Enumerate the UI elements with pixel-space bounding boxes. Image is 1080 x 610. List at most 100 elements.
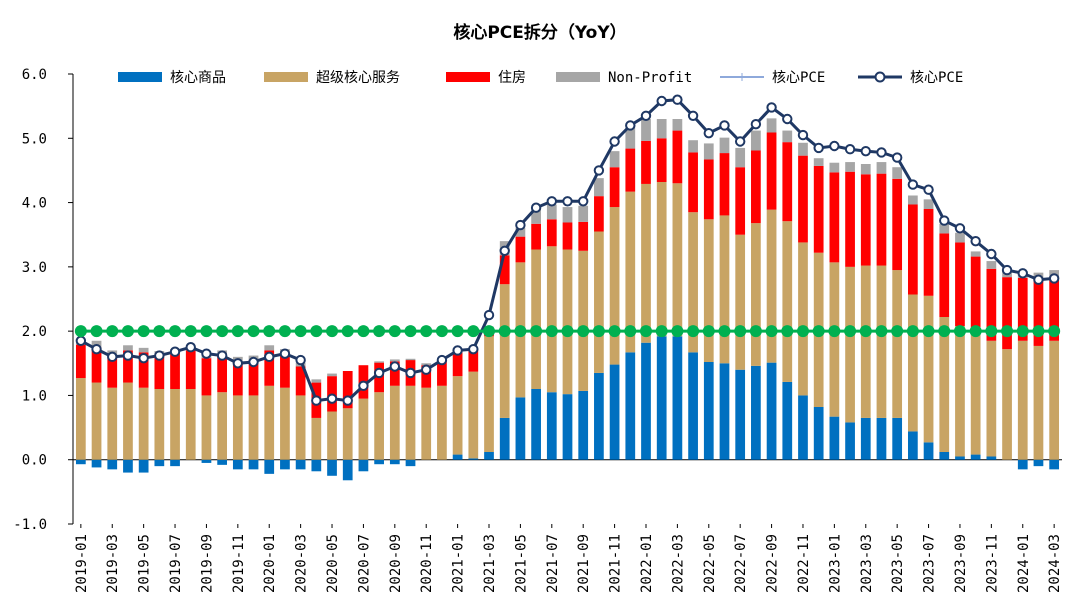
y-tick-label: 5.0 <box>22 131 47 147</box>
core-pce-point <box>609 136 620 147</box>
bar-segment <box>578 205 589 222</box>
bar-segment <box>232 395 243 460</box>
bar-segment <box>1017 459 1028 470</box>
bar-segment <box>123 345 133 351</box>
bar-segment <box>389 385 400 460</box>
bar-segment <box>782 142 793 222</box>
bar-segment <box>562 249 573 395</box>
core-pce-point <box>907 179 919 190</box>
bar-segment <box>123 350 133 383</box>
bar-segment <box>437 385 447 460</box>
x-tick-label: 2020-09 <box>388 534 404 593</box>
y-tick-label: 0.0 <box>22 453 47 469</box>
bar-segment <box>672 183 683 337</box>
target-point <box>891 325 904 338</box>
bar-segment <box>782 221 793 382</box>
bar-segment <box>672 336 683 460</box>
target-point <box>844 325 857 338</box>
bar-segment <box>688 140 698 153</box>
core-pce-point <box>295 354 306 366</box>
core-pce-point <box>625 120 636 131</box>
y-tick-label: -1.0 <box>13 517 47 533</box>
core-pce-point <box>342 395 353 406</box>
bar-segment <box>484 452 494 460</box>
x-tick-label: 2021-05 <box>513 534 529 593</box>
legend-label: 核心PCE <box>910 70 963 86</box>
core-pce-point <box>703 127 714 139</box>
bar-segment <box>845 266 855 423</box>
bar-segment <box>782 130 793 143</box>
x-tick-label: 2021-07 <box>545 534 561 593</box>
bar-segment <box>91 347 102 383</box>
core-pce-point <box>750 118 762 130</box>
target-point <box>388 325 401 338</box>
bar-segment <box>876 162 887 174</box>
bar-segment <box>751 223 761 366</box>
bar-segment <box>280 387 290 460</box>
core-pce-point <box>483 309 495 321</box>
core-pce-point <box>421 364 432 375</box>
core-pce-point <box>844 144 856 155</box>
bar-segment <box>1033 280 1044 346</box>
x-tick-label: 2022-01 <box>639 534 655 593</box>
bar-segment <box>374 392 384 460</box>
target-point <box>545 325 558 338</box>
line-layer <box>74 94 1061 406</box>
target-point <box>577 325 590 338</box>
bar-segment <box>531 389 541 460</box>
bar-segment <box>123 459 133 473</box>
bar-segment <box>594 196 604 232</box>
bar-segment <box>923 209 934 296</box>
bar-segment <box>923 199 934 209</box>
core-pce-point <box>107 351 118 363</box>
target-point <box>184 325 197 338</box>
target-point <box>483 325 496 338</box>
bar-segment <box>1049 279 1060 341</box>
target-point <box>749 325 762 338</box>
bar-segment <box>986 261 997 269</box>
target-point <box>702 325 715 338</box>
bar-segment <box>625 352 636 460</box>
bar-segment <box>405 358 416 361</box>
core-pce-point <box>562 196 573 207</box>
x-tick-label: 2022-05 <box>702 534 718 593</box>
y-tick-label: 6.0 <box>22 67 47 83</box>
target-point <box>655 325 668 338</box>
core-pce-point <box>405 367 416 379</box>
bar-segment <box>641 183 651 343</box>
core-pce-point <box>766 102 777 113</box>
bar-segment <box>1017 277 1028 341</box>
core-pce-point <box>91 343 102 355</box>
y-tick-label: 2.0 <box>22 324 47 340</box>
core-pce-point <box>1048 273 1060 284</box>
bar-segment <box>562 207 573 223</box>
bar-segment <box>138 352 149 388</box>
bar-segment <box>248 395 259 460</box>
bar-segment <box>751 130 761 151</box>
x-tick-label: 2021-03 <box>482 534 498 593</box>
bar-segment <box>421 363 432 366</box>
bar-segment <box>688 152 698 213</box>
bar-segment <box>860 164 871 175</box>
bar-segment <box>1049 340 1060 460</box>
bar-segment <box>201 395 212 460</box>
bar-segment <box>970 327 981 455</box>
bar-layer <box>75 118 1060 481</box>
core-pce-point <box>546 196 558 207</box>
bar-segment <box>170 389 180 460</box>
target-point <box>278 325 291 338</box>
bar-segment <box>1002 277 1012 350</box>
bar-segment <box>311 459 322 472</box>
chart-title: 核心PCE拆分（YoY） <box>453 22 626 43</box>
bar-segment <box>939 452 950 460</box>
bar-segment <box>389 459 400 465</box>
core-pce-point <box>122 350 134 361</box>
bar-segment <box>562 222 573 250</box>
core-pce-point <box>829 140 840 152</box>
target-point <box>765 325 778 338</box>
bar-segment <box>1033 345 1044 460</box>
target-point <box>953 325 966 338</box>
bar-segment <box>656 119 667 139</box>
core-pce-point <box>311 395 322 406</box>
